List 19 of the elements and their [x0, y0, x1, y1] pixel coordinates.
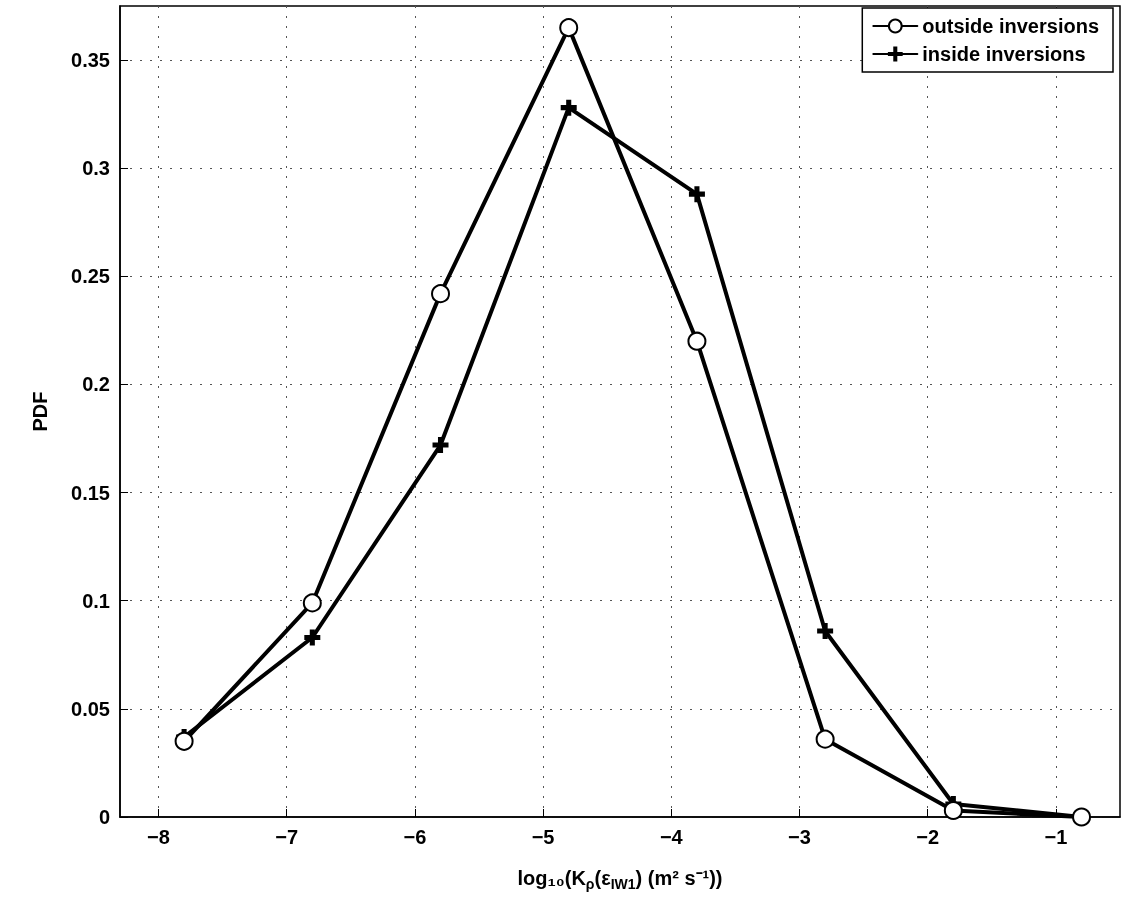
x-tick-label: −2 [916, 826, 940, 848]
y-tick-label: 0.1 [82, 589, 110, 612]
y-tick-label: 0.15 [71, 481, 110, 504]
x-tick-label: −6 [403, 826, 427, 848]
y-axis-title: PDF [29, 391, 51, 432]
x-tick-label: −5 [531, 826, 555, 848]
y-tick-label: 0.2 [82, 373, 110, 396]
y-tick-label: 0.35 [71, 49, 110, 72]
y-tick-label: 0.3 [82, 157, 110, 180]
legend-label: inside inversions [922, 43, 1086, 65]
x-tick-label: −8 [147, 826, 170, 848]
x-tick-label: −3 [788, 826, 811, 848]
y-tick-label: 0.25 [71, 265, 110, 288]
y-tick-label: 0 [98, 806, 110, 828]
x-tick-label: −7 [275, 826, 299, 848]
x-tick-label: −1 [1044, 826, 1068, 848]
legend-label: outside inversions [922, 15, 1100, 37]
y-tick-label: 0.05 [71, 697, 110, 720]
x-tick-label: −4 [659, 826, 684, 848]
